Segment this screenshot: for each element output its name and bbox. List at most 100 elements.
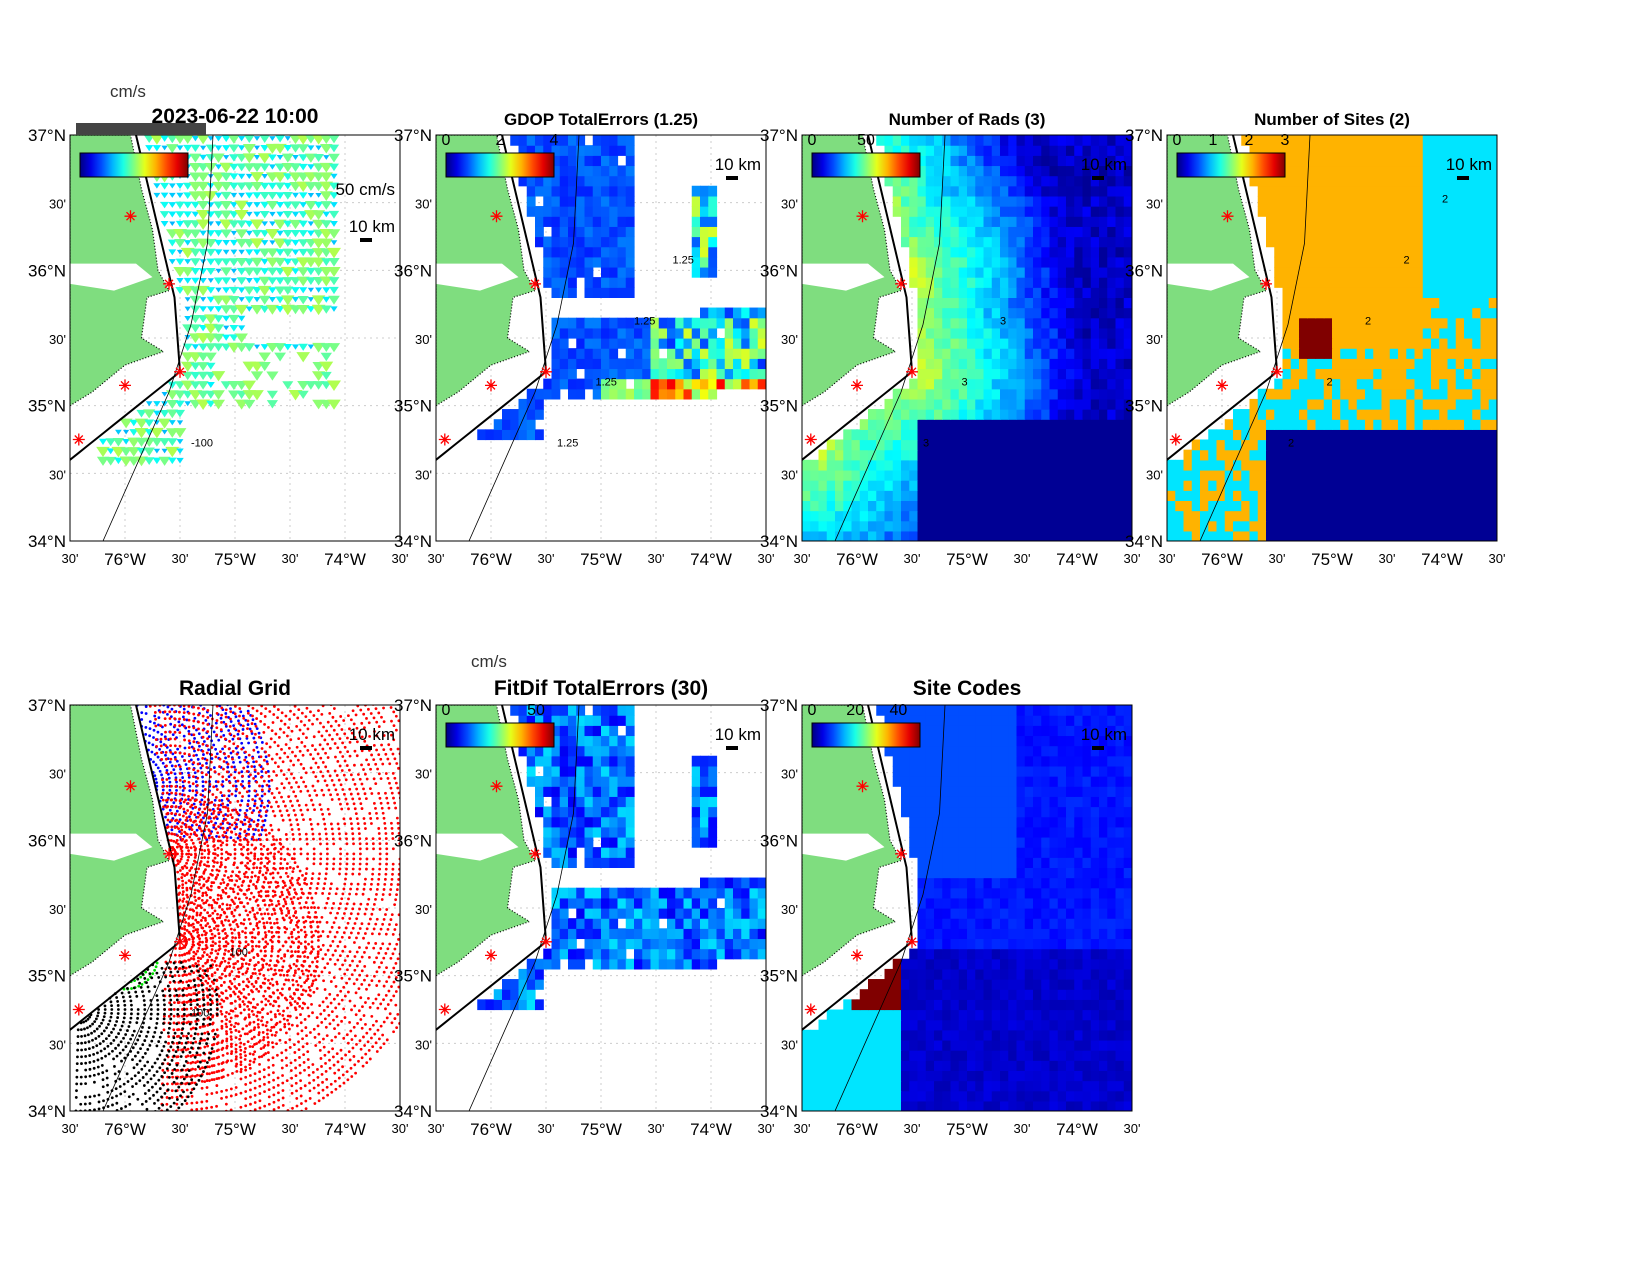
radial-grid-point xyxy=(199,662,202,665)
heatmap-cell xyxy=(1024,348,1034,359)
heatmap-cell xyxy=(1447,469,1457,481)
current-vector xyxy=(237,173,246,180)
heatmap-cell xyxy=(991,469,1001,481)
radial-grid-point xyxy=(224,756,227,760)
heatmap-cell xyxy=(1488,530,1497,541)
heatmap-cell xyxy=(1115,368,1125,380)
radar-site-marker xyxy=(119,379,131,392)
radial-grid-point xyxy=(198,800,202,804)
heatmap-cell xyxy=(818,510,828,522)
heatmap-cell xyxy=(942,459,952,471)
heatmap-cell xyxy=(950,297,960,309)
heatmap-cell xyxy=(967,226,976,238)
radar-site-marker xyxy=(1169,433,1182,446)
heatmap-cell xyxy=(917,398,927,410)
heatmap-cell xyxy=(1315,307,1325,319)
radial-grid-point xyxy=(175,809,179,813)
heatmap-cell xyxy=(1115,490,1125,501)
current-vector xyxy=(199,297,207,302)
current-vector xyxy=(220,210,233,220)
radial-grid-point xyxy=(174,953,177,957)
current-vector xyxy=(306,230,315,237)
heatmap-cell xyxy=(1074,135,1084,146)
colorbar-tick-label: 2 xyxy=(496,132,505,149)
radial-grid-point xyxy=(273,852,276,856)
heatmap-cell xyxy=(1290,480,1300,491)
heatmap-cell xyxy=(518,419,528,430)
heatmap-cell xyxy=(1107,388,1117,400)
heatmap-cell xyxy=(917,348,927,359)
radial-grid-point xyxy=(161,791,165,795)
current-vector xyxy=(230,249,238,255)
heatmap-cell xyxy=(568,287,577,298)
heatmap-cell xyxy=(1307,490,1317,501)
heatmap-cell xyxy=(1439,500,1449,512)
heatmap-cell xyxy=(1464,358,1473,370)
heatmap-cell xyxy=(1033,429,1042,441)
radial-grid-point xyxy=(270,828,274,832)
heatmap-cell xyxy=(1365,378,1374,390)
heatmap-cell xyxy=(1373,459,1383,471)
heatmap-cell xyxy=(642,388,652,400)
heatmap-cell xyxy=(967,378,976,390)
heatmap-cell xyxy=(1066,155,1075,167)
heatmap-cell xyxy=(1381,206,1391,217)
heatmap-cell xyxy=(634,348,643,359)
heatmap-cell xyxy=(1398,287,1407,298)
current-vector xyxy=(320,343,333,353)
radial-grid-point xyxy=(184,823,188,827)
heatmap-cell xyxy=(975,398,985,410)
current-vector xyxy=(127,447,141,457)
heatmap-cell xyxy=(1414,327,1424,339)
heatmap-cell xyxy=(1274,216,1284,227)
radial-grid-point xyxy=(187,775,191,779)
heatmap-cell xyxy=(1183,510,1193,522)
heatmap-cell xyxy=(1340,307,1350,319)
heatmap-cell xyxy=(1464,256,1473,268)
heatmap-cell xyxy=(1414,317,1424,329)
heatmap-cell xyxy=(1090,419,1100,430)
heatmap-cell xyxy=(724,358,734,370)
current-vector xyxy=(220,305,233,315)
heatmap-cell xyxy=(1033,246,1042,258)
radial-grid-point xyxy=(258,797,262,801)
heatmap-cell xyxy=(851,510,861,522)
heatmap-cell xyxy=(1414,277,1424,288)
radar-site-marker xyxy=(804,433,817,446)
heatmap-cell xyxy=(1290,236,1300,248)
heatmap-cell xyxy=(1439,266,1449,278)
x-tick-label: 30' xyxy=(904,551,921,566)
radial-grid-point xyxy=(271,871,275,875)
heatmap-cell xyxy=(975,175,985,187)
heatmap-cell xyxy=(950,419,960,430)
heatmap-cell xyxy=(1472,165,1482,177)
heatmap-cell xyxy=(1016,256,1026,268)
heatmap-cell xyxy=(1016,216,1026,227)
radial-grid-point xyxy=(205,758,209,762)
heatmap-cell xyxy=(892,500,902,512)
heatmap-cell xyxy=(559,327,569,339)
heatmap-cell xyxy=(1488,520,1497,532)
heatmap-cell xyxy=(1274,185,1284,197)
heatmap-cell xyxy=(1332,256,1341,268)
heatmap-cell xyxy=(1356,287,1366,298)
heatmap-cell xyxy=(1024,206,1034,217)
heatmap-cell xyxy=(967,206,976,217)
heatmap-cell xyxy=(1455,530,1465,541)
heatmap-cell xyxy=(1249,510,1259,522)
heatmap-cell xyxy=(1299,510,1308,522)
heatmap-cell xyxy=(1389,155,1399,167)
radial-grid-point xyxy=(190,657,193,660)
heatmap-cell xyxy=(1266,500,1275,512)
heatmap-cell xyxy=(1033,185,1042,197)
heatmap-cell xyxy=(950,480,960,491)
radial-grid-point xyxy=(161,798,165,802)
heatmap-cell xyxy=(1480,500,1490,512)
radial-grid-point xyxy=(221,775,225,779)
heatmap-cell xyxy=(1455,480,1465,491)
heatmap-cell xyxy=(551,236,561,248)
heatmap-cell xyxy=(708,256,718,268)
heatmap-cell xyxy=(576,226,586,238)
heatmap-cell xyxy=(1472,480,1482,491)
heatmap-cell xyxy=(958,236,968,248)
